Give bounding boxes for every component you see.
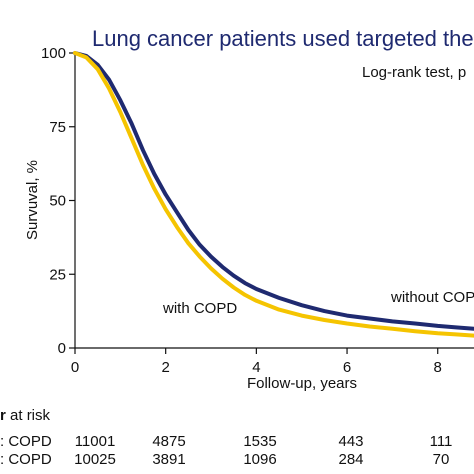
- risk-count: 443: [338, 433, 363, 450]
- ticks: 0 25 50 75 100 0 2 4 6 8: [41, 45, 442, 376]
- risk-row-label: : COPD: [0, 433, 52, 450]
- y-tick-label: 75: [49, 119, 66, 136]
- series-label-with-copd: with COPD: [162, 300, 237, 317]
- x-tick-label: 8: [434, 359, 442, 376]
- series-label-without-copd: without COPD: [390, 289, 474, 306]
- risk-count: 10025: [74, 451, 116, 468]
- y-tick-label: 0: [58, 340, 66, 357]
- risk-count: 1096: [243, 451, 276, 468]
- risk-count: 1535: [243, 433, 276, 450]
- x-tick-label: 0: [71, 359, 79, 376]
- logrank-annotation: Log-rank test, p: [362, 64, 466, 81]
- risk-table: r at risk : COPD 11001 4875 1535 443 111 : COP…: [0, 407, 452, 468]
- y-tick-label: 100: [41, 45, 66, 62]
- y-axis-label: Survuval, %: [24, 160, 41, 240]
- x-tick-label: 4: [252, 359, 260, 376]
- risk-count: 284: [338, 451, 363, 468]
- risk-count: 111: [430, 433, 453, 450]
- curve-without-copd: [73, 51, 474, 331]
- y-tick-label: 25: [49, 266, 66, 283]
- risk-table-header: r at risk: [0, 407, 51, 424]
- risk-count: 11001: [75, 433, 116, 450]
- x-tick-label: 2: [162, 359, 170, 376]
- chart-title: Lung cancer patients used targeted the: [92, 26, 474, 51]
- x-tick-label: 6: [343, 359, 351, 376]
- risk-count: 3891: [152, 451, 185, 468]
- risk-row-label: : COPD: [0, 451, 52, 468]
- risk-count: 70: [433, 451, 450, 468]
- survival-curves: [73, 51, 474, 338]
- risk-count: 4875: [152, 433, 185, 450]
- x-axis-label: Follow-up, years: [247, 375, 357, 392]
- y-tick-label: 50: [49, 193, 66, 210]
- curve-with-copd: [73, 51, 474, 338]
